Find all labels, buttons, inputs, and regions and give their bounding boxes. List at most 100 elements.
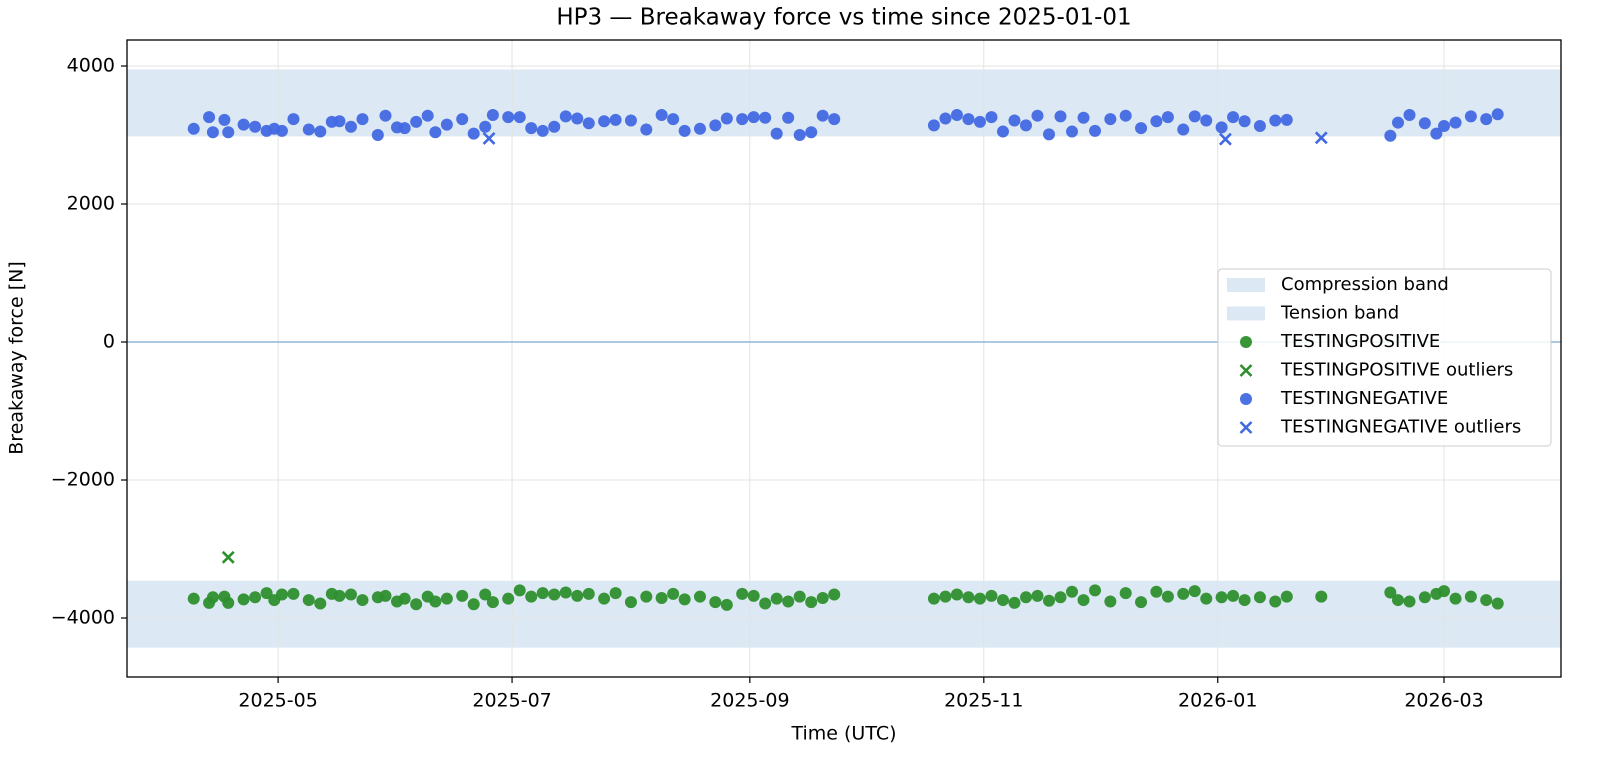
data-point (525, 122, 538, 135)
data-point (640, 123, 653, 136)
data-point (1150, 115, 1163, 128)
data-point (1135, 596, 1148, 609)
data-point (536, 587, 549, 600)
data-point (479, 588, 492, 601)
data-point (502, 592, 515, 605)
x-tick-label: 2025-11 (944, 690, 1023, 712)
data-point (559, 110, 572, 123)
data-point (816, 591, 829, 604)
data-point (816, 109, 829, 122)
data-point (1042, 128, 1055, 141)
data-point (1392, 116, 1405, 129)
data-point (1403, 109, 1416, 122)
data-point (720, 598, 733, 611)
data-point (1200, 592, 1213, 605)
outlier-point (1219, 132, 1232, 146)
data-point (962, 113, 975, 126)
data-point (624, 114, 637, 127)
data-point (571, 112, 584, 125)
data-point (1188, 110, 1201, 123)
data-point (1161, 111, 1174, 124)
data-point (287, 587, 300, 600)
data-point (782, 595, 795, 608)
data-point (828, 113, 841, 126)
data-point (536, 124, 549, 137)
plot-frame (126, 39, 1562, 678)
data-point (398, 122, 411, 135)
data-point (1238, 115, 1251, 128)
data-point (939, 112, 952, 125)
data-point (667, 113, 680, 126)
data-point (1403, 595, 1416, 608)
data-point (1066, 585, 1079, 598)
data-point (456, 113, 469, 126)
data-point (667, 587, 680, 600)
data-point (1418, 117, 1431, 130)
legend-marker (1239, 421, 1253, 434)
data-point (1188, 585, 1201, 598)
data-point (1280, 590, 1293, 603)
data-point (640, 590, 653, 603)
data-point (1315, 590, 1328, 603)
series (187, 584, 1504, 611)
data-point (1161, 590, 1174, 603)
data-point (502, 111, 515, 124)
data-point (525, 590, 538, 603)
data-point (571, 589, 584, 602)
legend-swatch (1227, 306, 1265, 321)
data-point (1200, 114, 1213, 127)
data-point (1215, 121, 1228, 134)
data-point (486, 596, 499, 609)
data-point (985, 589, 998, 602)
data-point (1042, 594, 1055, 607)
data-point (1135, 122, 1148, 135)
data-point (379, 589, 392, 602)
data-point (440, 118, 453, 131)
data-point (249, 120, 262, 133)
legend-label: TESTINGPOSITIVE outliers (1280, 360, 1513, 381)
y-tick-label: −4000 (51, 607, 115, 629)
data-point (187, 592, 200, 605)
y-axis-label: Breakaway force [N] (6, 261, 28, 454)
data-point (1019, 119, 1032, 132)
data-point (609, 113, 622, 126)
data-point (1177, 587, 1190, 600)
data-point (548, 588, 561, 601)
data-point (1449, 116, 1462, 129)
data-point (1269, 595, 1282, 608)
x-tick-label: 2026-01 (1178, 690, 1257, 712)
data-point (398, 592, 411, 605)
data-point (1491, 108, 1504, 121)
data-point (655, 591, 668, 604)
data-point (1384, 586, 1397, 599)
data-point (1438, 585, 1451, 598)
data-point (513, 584, 526, 597)
series (221, 550, 235, 564)
data-point (379, 109, 392, 122)
data-point (467, 127, 480, 140)
data-point (1077, 111, 1090, 124)
data-point (1227, 589, 1240, 602)
chart-title: HP3 — Breakaway force vs time since 2025… (556, 5, 1131, 31)
data-point (333, 589, 346, 602)
data-point (793, 129, 806, 142)
data-point (1119, 587, 1132, 600)
data-point (187, 122, 200, 135)
data-point (1104, 113, 1117, 126)
data-point (973, 592, 986, 605)
data-point (950, 588, 963, 601)
data-point (1269, 114, 1282, 127)
data-point (1066, 125, 1079, 138)
outlier-point (221, 550, 235, 564)
data-point (1054, 591, 1067, 604)
data-point (1464, 110, 1477, 123)
data-point (1077, 594, 1090, 607)
data-point (582, 117, 595, 130)
series (187, 108, 1504, 142)
data-point (1449, 592, 1462, 605)
data-point (1238, 594, 1251, 607)
data-point (793, 590, 806, 603)
data-point (429, 595, 442, 608)
data-point (456, 589, 469, 602)
data-point (314, 597, 327, 610)
